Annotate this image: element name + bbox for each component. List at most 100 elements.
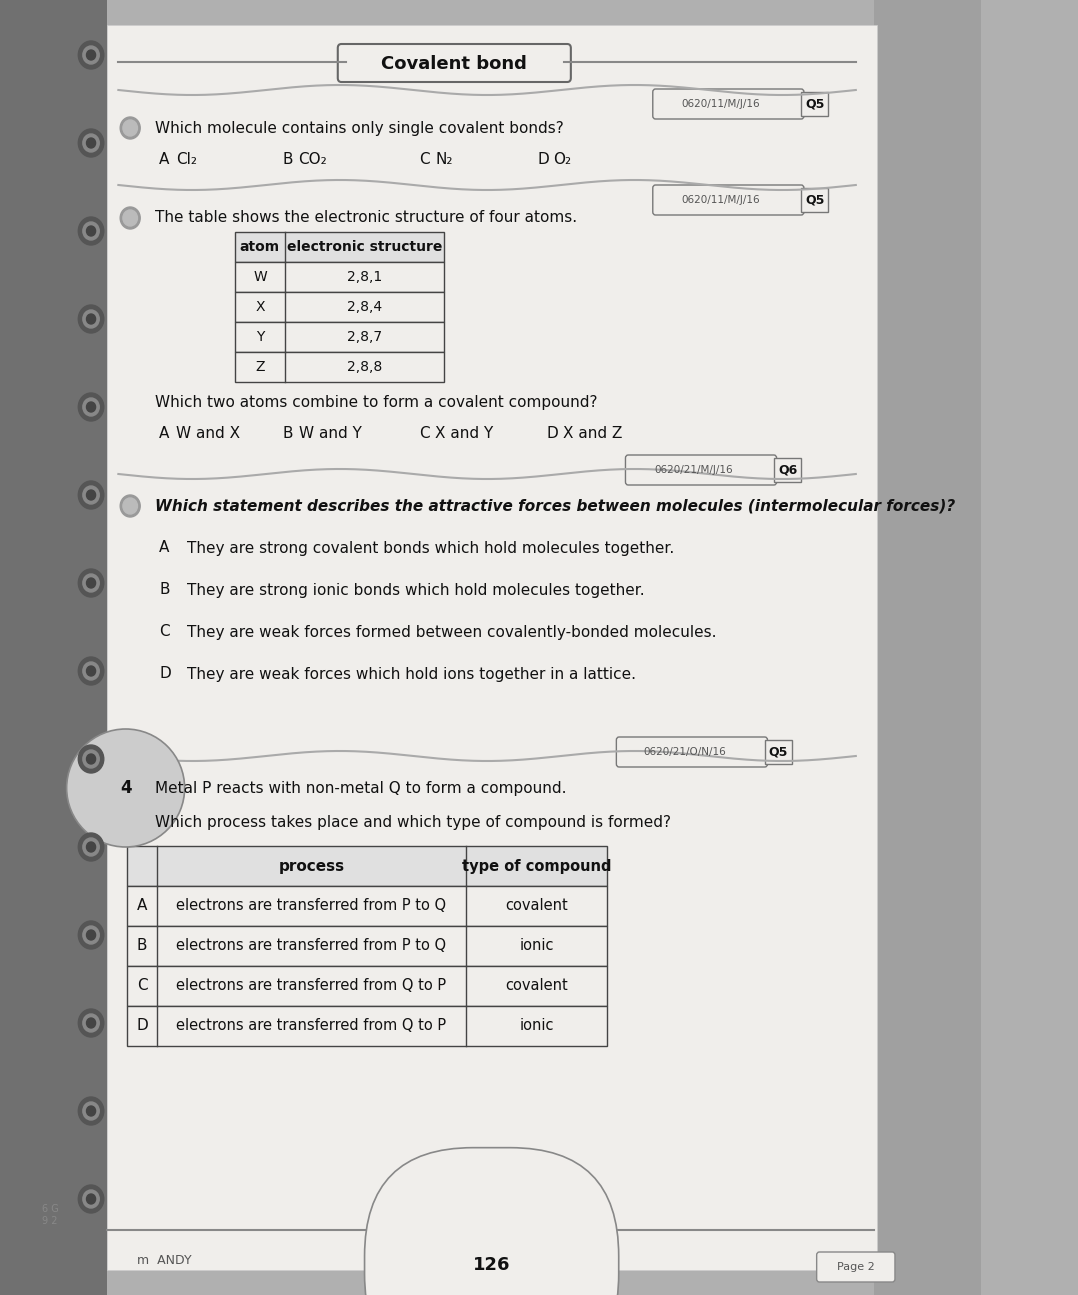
Text: Which molecule contains only single covalent bonds?: Which molecule contains only single cova… bbox=[155, 120, 564, 136]
Circle shape bbox=[86, 842, 96, 852]
Text: 4: 4 bbox=[120, 780, 132, 796]
Circle shape bbox=[79, 392, 103, 421]
Text: B: B bbox=[282, 153, 293, 167]
Circle shape bbox=[86, 1194, 96, 1204]
Circle shape bbox=[83, 221, 99, 240]
Text: Y: Y bbox=[255, 330, 264, 344]
Circle shape bbox=[79, 745, 103, 773]
Circle shape bbox=[79, 130, 103, 157]
Text: ionic: ionic bbox=[520, 939, 554, 953]
Text: W and Y: W and Y bbox=[299, 426, 361, 442]
Circle shape bbox=[79, 41, 103, 69]
Circle shape bbox=[123, 120, 138, 136]
Circle shape bbox=[120, 117, 140, 139]
Text: A: A bbox=[160, 540, 169, 556]
Text: They are strong covalent bonds which hold molecules together.: They are strong covalent bonds which hol… bbox=[186, 540, 674, 556]
Text: Q5: Q5 bbox=[805, 193, 825, 206]
Text: Which two atoms combine to form a covalent compound?: Which two atoms combine to form a covale… bbox=[155, 395, 597, 409]
Circle shape bbox=[86, 139, 96, 148]
Circle shape bbox=[79, 833, 103, 861]
Text: C: C bbox=[418, 426, 429, 442]
Text: covalent: covalent bbox=[506, 899, 568, 913]
Text: A: A bbox=[137, 899, 148, 913]
Text: electronic structure: electronic structure bbox=[287, 240, 442, 254]
Text: 126: 126 bbox=[473, 1256, 510, 1274]
Text: Which process takes place and which type of compound is formed?: Which process takes place and which type… bbox=[155, 815, 671, 830]
Text: D: D bbox=[136, 1018, 148, 1033]
Text: 0620/21/M/J/16: 0620/21/M/J/16 bbox=[654, 465, 733, 475]
Bar bbox=[235, 232, 444, 262]
Circle shape bbox=[83, 574, 99, 592]
Bar bbox=[108, 25, 876, 1270]
Text: A: A bbox=[160, 426, 169, 442]
Circle shape bbox=[83, 486, 99, 504]
Circle shape bbox=[86, 51, 96, 60]
Circle shape bbox=[83, 398, 99, 416]
Text: Q5: Q5 bbox=[769, 746, 788, 759]
Circle shape bbox=[79, 569, 103, 597]
FancyBboxPatch shape bbox=[653, 89, 804, 119]
Circle shape bbox=[83, 838, 99, 856]
Bar bbox=[127, 1006, 607, 1046]
FancyBboxPatch shape bbox=[337, 44, 571, 82]
Bar bbox=[235, 352, 444, 382]
Text: Page 2: Page 2 bbox=[837, 1263, 874, 1272]
Circle shape bbox=[86, 578, 96, 588]
Text: Z: Z bbox=[255, 360, 265, 374]
Text: C: C bbox=[418, 153, 429, 167]
Bar bbox=[127, 886, 607, 926]
Bar bbox=[127, 966, 607, 1006]
Circle shape bbox=[83, 926, 99, 944]
Text: D: D bbox=[160, 667, 171, 681]
Circle shape bbox=[79, 921, 103, 949]
Bar bbox=[127, 926, 607, 966]
Circle shape bbox=[120, 207, 140, 229]
Text: A: A bbox=[160, 153, 169, 167]
Text: m  ANDY: m ANDY bbox=[137, 1254, 191, 1267]
Circle shape bbox=[83, 662, 99, 680]
Bar bbox=[774, 458, 801, 482]
Circle shape bbox=[79, 1097, 103, 1125]
Text: 0620/11/M/J/16: 0620/11/M/J/16 bbox=[681, 196, 760, 205]
Text: X and Z: X and Z bbox=[563, 426, 622, 442]
Text: N₂: N₂ bbox=[436, 153, 453, 167]
Circle shape bbox=[86, 490, 96, 500]
Text: type of compound: type of compound bbox=[462, 859, 611, 874]
Text: X: X bbox=[255, 300, 265, 313]
Circle shape bbox=[79, 1009, 103, 1037]
Circle shape bbox=[86, 401, 96, 412]
Text: B: B bbox=[282, 426, 293, 442]
Text: electrons are transferred from Q to P: electrons are transferred from Q to P bbox=[177, 1018, 446, 1033]
Circle shape bbox=[79, 1185, 103, 1213]
Text: 6 G
9 2: 6 G 9 2 bbox=[42, 1204, 58, 1226]
Text: 2,8,1: 2,8,1 bbox=[347, 269, 383, 284]
Text: They are weak forces formed between covalently-bonded molecules.: They are weak forces formed between cova… bbox=[186, 624, 716, 640]
Circle shape bbox=[83, 47, 99, 63]
Text: Q6: Q6 bbox=[778, 464, 797, 477]
Bar bbox=[127, 846, 607, 886]
Text: 0620/11/M/J/16: 0620/11/M/J/16 bbox=[681, 98, 760, 109]
Circle shape bbox=[79, 480, 103, 509]
Text: 2,8,8: 2,8,8 bbox=[347, 360, 383, 374]
Circle shape bbox=[83, 133, 99, 152]
Text: O₂: O₂ bbox=[553, 153, 571, 167]
Bar bbox=[801, 188, 829, 212]
Text: covalent: covalent bbox=[506, 979, 568, 993]
Circle shape bbox=[83, 1190, 99, 1208]
Text: CO₂: CO₂ bbox=[299, 153, 328, 167]
Circle shape bbox=[83, 310, 99, 328]
Text: Metal P reacts with non-metal Q to form a compound.: Metal P reacts with non-metal Q to form … bbox=[155, 781, 566, 795]
Circle shape bbox=[86, 754, 96, 764]
Bar bbox=[235, 322, 444, 352]
Bar bbox=[874, 0, 981, 1295]
Text: C: C bbox=[160, 624, 170, 640]
Text: process: process bbox=[278, 859, 345, 874]
Bar bbox=[235, 291, 444, 322]
Text: 2,8,4: 2,8,4 bbox=[347, 300, 383, 313]
Text: W and X: W and X bbox=[176, 426, 239, 442]
Circle shape bbox=[123, 499, 138, 514]
Text: 0620/21/O/N/16: 0620/21/O/N/16 bbox=[644, 747, 725, 758]
Circle shape bbox=[123, 210, 138, 227]
Circle shape bbox=[79, 657, 103, 685]
Text: They are strong ionic bonds which hold molecules together.: They are strong ionic bonds which hold m… bbox=[186, 583, 645, 597]
